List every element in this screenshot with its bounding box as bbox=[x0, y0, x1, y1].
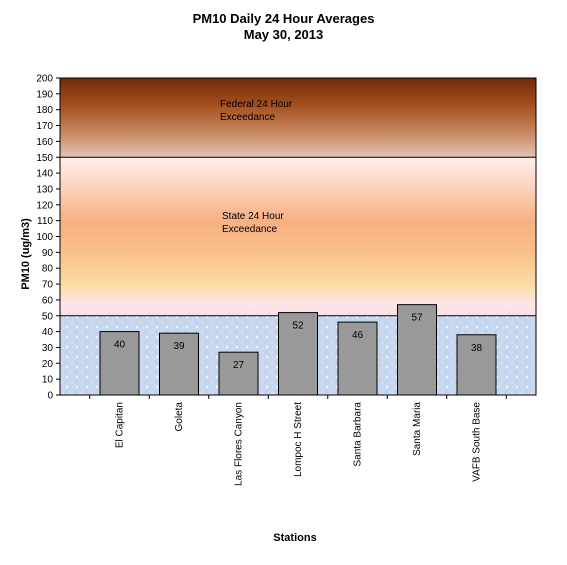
x-axis-label: Stations bbox=[273, 532, 317, 544]
y-tick-label: 30 bbox=[42, 343, 54, 354]
x-tick-label: Lompoc H Street bbox=[293, 402, 304, 477]
bar-value-label: 57 bbox=[411, 313, 423, 324]
x-tick-label: Goleta bbox=[174, 402, 185, 432]
bar-value-label: 52 bbox=[292, 321, 304, 332]
y-tick-label: 40 bbox=[42, 327, 54, 338]
y-tick-label: 120 bbox=[36, 200, 53, 211]
y-tick-label: 170 bbox=[36, 121, 53, 132]
bar-value-label: 39 bbox=[173, 341, 185, 352]
y-tick-label: 80 bbox=[42, 264, 54, 275]
x-tick-label: VAFB South Base bbox=[472, 402, 483, 482]
x-tick-label: El Capitan bbox=[115, 402, 126, 448]
x-tick-label: Santa Barbara bbox=[353, 402, 364, 467]
band-label-line: State 24 Hour bbox=[222, 211, 284, 222]
band-label-line: Federal 24 Hour bbox=[220, 99, 293, 110]
y-tick-label: 50 bbox=[42, 311, 54, 322]
y-tick-label: 90 bbox=[42, 248, 54, 259]
y-tick-label: 180 bbox=[36, 105, 53, 116]
y-tick-label: 190 bbox=[36, 89, 53, 100]
bar-value-label: 40 bbox=[114, 340, 126, 351]
bar bbox=[397, 304, 437, 396]
band-label-line: Exceedance bbox=[220, 112, 275, 123]
y-tick-label: 130 bbox=[36, 184, 53, 195]
y-tick-label: 60 bbox=[42, 295, 54, 306]
y-tick-label: 0 bbox=[47, 391, 53, 402]
band-state bbox=[60, 157, 536, 316]
y-tick-label: 70 bbox=[42, 280, 54, 291]
bar bbox=[99, 331, 140, 396]
bar bbox=[218, 351, 259, 396]
band-label-line: Exceedance bbox=[222, 224, 277, 235]
y-tick-label: 160 bbox=[36, 137, 53, 148]
bar bbox=[456, 334, 497, 396]
chart-subtitle: May 30, 2013 bbox=[243, 27, 324, 42]
chart-title: PM10 Daily 24 Hour Averages bbox=[192, 11, 375, 26]
bar bbox=[337, 321, 378, 396]
y-tick-label: 140 bbox=[36, 169, 53, 180]
bar-value-label: 46 bbox=[352, 330, 364, 341]
bar bbox=[159, 332, 199, 396]
x-tick-label: Las Flores Canyon bbox=[234, 402, 245, 486]
y-tick-label: 10 bbox=[42, 375, 54, 386]
bar-value-label: 27 bbox=[233, 360, 245, 371]
y-tick-label: 200 bbox=[36, 74, 53, 85]
y-tick-label: 150 bbox=[36, 153, 53, 164]
band-federal bbox=[60, 78, 536, 158]
y-tick-label: 110 bbox=[37, 216, 53, 227]
y-tick-label: 100 bbox=[36, 232, 53, 243]
y-tick-label: 20 bbox=[42, 359, 54, 370]
x-tick-label: Santa Maria bbox=[412, 402, 423, 456]
bar-value-label: 38 bbox=[471, 343, 483, 354]
